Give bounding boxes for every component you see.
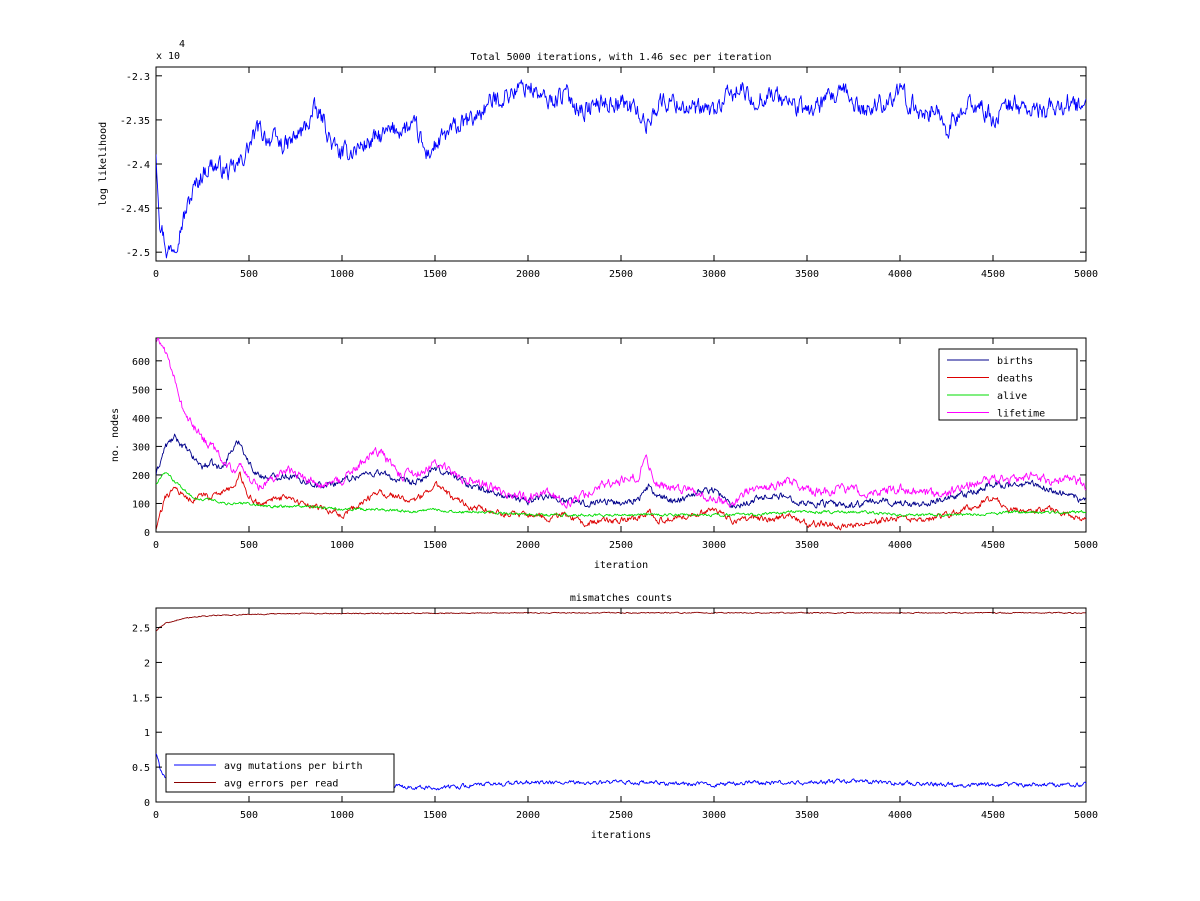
x-tick-label: 3500 xyxy=(795,540,819,551)
x-tick-label: 1000 xyxy=(330,269,354,280)
x-tick-label: 3500 xyxy=(795,269,819,280)
legend-entry: alive xyxy=(997,391,1027,402)
x-tick-label: 1000 xyxy=(330,540,354,551)
x-tick-label: 500 xyxy=(240,810,258,821)
y-tick-label: -2.35 xyxy=(120,116,150,127)
legend-entry: births xyxy=(997,356,1033,367)
y-tick-label: 2 xyxy=(144,658,150,669)
legend-box xyxy=(938,348,1078,421)
axis-exponent-power: 4 xyxy=(179,39,185,50)
x-tick-label: 3000 xyxy=(702,810,726,821)
y-tick-label: 100 xyxy=(132,499,150,510)
series-line-births xyxy=(156,433,1086,509)
x-tick-label: 4500 xyxy=(981,810,1005,821)
x-tick-label: 1500 xyxy=(423,540,447,551)
y-tick-label: 600 xyxy=(132,357,150,368)
y-tick-label: 500 xyxy=(132,385,150,396)
subplot-likelihood: 0 500 1000 1500 2000 2500 3000 3500 4000 4500 5000… xyxy=(98,39,1098,280)
legend-entry: avg mutations per birth xyxy=(224,761,362,772)
legend-entry: lifetime xyxy=(997,409,1045,420)
x-axis-label: iterations xyxy=(591,830,651,841)
x-tick-label: 5000 xyxy=(1074,540,1098,551)
subplot-mismatch: 0 500 1000 1500 2000 2500 3000 3500 4000 4500 5000… xyxy=(132,593,1098,841)
y-tick-label: -2.3 xyxy=(126,72,150,83)
axes-frame xyxy=(155,337,1087,533)
y-tick-label: -2.5 xyxy=(126,248,150,259)
x-tick-label: 1500 xyxy=(423,810,447,821)
x-tick-label: 4000 xyxy=(888,810,912,821)
y-tick-label: -2.45 xyxy=(120,204,150,215)
legend-entry: deaths xyxy=(997,374,1033,385)
x-tick-label: 4000 xyxy=(888,540,912,551)
series-line-lifetime xyxy=(156,338,1086,509)
x-tick-label: 5000 xyxy=(1074,269,1098,280)
y-tick-label: 1.5 xyxy=(132,693,150,704)
y-tick-label: 2.5 xyxy=(132,624,150,635)
x-tick-label: 5000 xyxy=(1074,810,1098,821)
x-tick-label: 500 xyxy=(240,540,258,551)
x-tick-label: 2500 xyxy=(609,540,633,551)
legend: avg mutations per birth avg errors per re… xyxy=(165,753,395,793)
x-tick-label: 3000 xyxy=(702,269,726,280)
axes-title: mismatches counts xyxy=(570,593,672,604)
series-group xyxy=(156,338,1086,531)
y-tick-label: -2.4 xyxy=(126,160,150,171)
x-tick-label: 2500 xyxy=(609,810,633,821)
subplot-nodes: 0 500 1000 1500 2000 2500 3000 3500 4000 4500 5000… xyxy=(110,337,1098,571)
x-tick-label: 3500 xyxy=(795,810,819,821)
x-tick-label: 3000 xyxy=(702,540,726,551)
legend-box xyxy=(165,753,395,793)
subplots: 0 500 1000 1500 2000 2500 3000 3500 4000 4500 5000… xyxy=(98,39,1098,841)
x-tick-label: 2000 xyxy=(516,540,540,551)
legend-entry: avg errors per read xyxy=(224,779,338,790)
x-tick-label: 0 xyxy=(153,269,159,280)
y-axis-label: log likelihood xyxy=(98,122,109,206)
series-group xyxy=(156,79,1086,259)
y-tick-label: 300 xyxy=(132,442,150,453)
legend: births deaths alive lifetime xyxy=(938,348,1078,421)
x-tick-label: 4500 xyxy=(981,540,1005,551)
y-tick-label: 400 xyxy=(132,414,150,425)
series-line-log-likelihood xyxy=(156,79,1086,259)
x-tick-label: 1000 xyxy=(330,810,354,821)
x-tick-label: 4000 xyxy=(888,269,912,280)
x-tick-label: 2000 xyxy=(516,269,540,280)
y-tick-label: 0.5 xyxy=(132,763,150,774)
y-tick-label: 200 xyxy=(132,471,150,482)
y-tick-label: 0 xyxy=(144,528,150,539)
x-tick-label: 1500 xyxy=(423,269,447,280)
axes-title: Total 5000 iterations, with 1.46 sec per… xyxy=(470,52,771,63)
y-axis-label: no. nodes xyxy=(110,408,121,462)
x-axis-label: iteration xyxy=(594,560,648,571)
x-tick-label: 4500 xyxy=(981,269,1005,280)
x-tick-label: 500 xyxy=(240,269,258,280)
x-tick-label: 0 xyxy=(153,540,159,551)
axis-exponent-label: x 10 xyxy=(156,51,180,62)
x-tick-label: 2000 xyxy=(516,810,540,821)
y-tick-label: 1 xyxy=(144,728,150,739)
x-tick-label: 0 xyxy=(153,810,159,821)
y-tick-label: 0 xyxy=(144,798,150,809)
x-tick-label: 2500 xyxy=(609,269,633,280)
series-line-alive xyxy=(156,472,1086,518)
